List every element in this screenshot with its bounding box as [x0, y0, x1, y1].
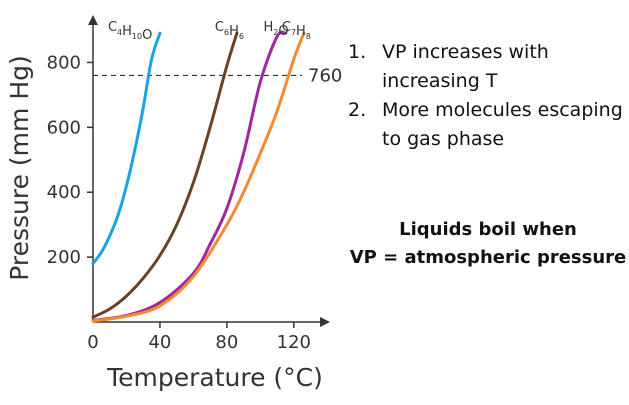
- x-tick-label: 120: [277, 332, 311, 353]
- series-line-c6h6: [91, 31, 239, 319]
- series-label-c6h6: C6H6: [215, 20, 244, 41]
- note-item: 1. VP increases with increasing T: [348, 38, 628, 96]
- notes-list: 1. VP increases with increasing T 2. Mor…: [348, 38, 628, 154]
- series-layer: [91, 30, 306, 323]
- x-tick-label: 40: [148, 332, 171, 353]
- chart-axes: 200 400 600 800 0 40 80 120 Temperature (°C) Pres…: [5, 15, 342, 392]
- note-number: 2.: [348, 99, 367, 121]
- series-line-h2o: [91, 30, 287, 322]
- series-line-c7h8: [91, 31, 306, 323]
- note-item: 2. More molecules escaping to gas phase: [348, 96, 628, 154]
- note-number: 1.: [348, 41, 367, 63]
- conclusion-text: Liquids boil when VP = atmospheric press…: [345, 216, 629, 272]
- conclusion-line: Liquids boil when: [399, 219, 577, 240]
- series-label-h2o: H2O: [263, 20, 288, 39]
- y-tick-label: 600: [47, 117, 81, 138]
- y-tick-label: 400: [47, 182, 81, 203]
- x-axis-arrow: [320, 317, 330, 327]
- conclusion-line: VP = atmospheric pressure: [349, 247, 627, 268]
- reference-line-label: 760: [308, 65, 342, 86]
- y-axis-title: Pressure (mm Hg): [5, 55, 34, 281]
- x-tick-label: 80: [215, 332, 238, 353]
- y-axis-arrow: [88, 15, 98, 25]
- x-tick-label: 0: [87, 332, 98, 353]
- note-text: VP increases with increasing T: [382, 41, 549, 92]
- x-axis-title: Temperature (°C): [106, 363, 323, 392]
- series-line-c4h10o: [91, 31, 162, 266]
- series-label-c7h8: C7H8: [282, 20, 311, 41]
- y-tick-label: 200: [47, 247, 81, 268]
- series-label-c4h10o: C4H10O: [108, 20, 152, 43]
- y-tick-label: 800: [47, 52, 81, 73]
- note-text: More molecules escaping to gas phase: [382, 99, 623, 150]
